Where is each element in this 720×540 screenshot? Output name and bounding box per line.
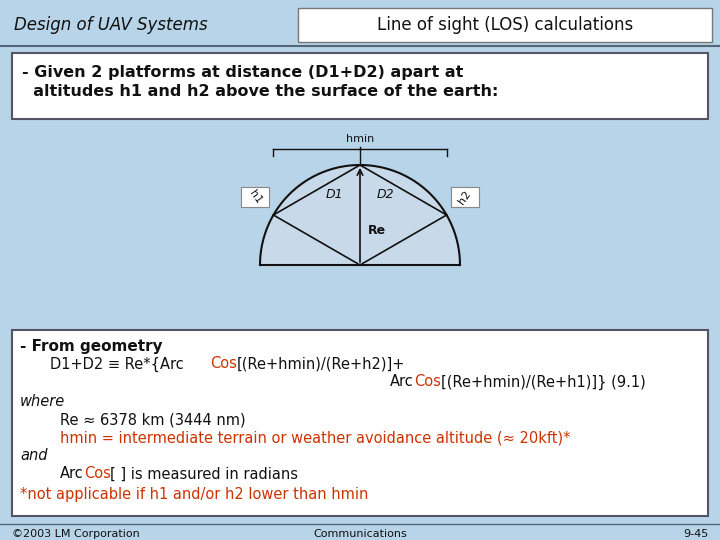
Text: Line of sight (LOS) calculations: Line of sight (LOS) calculations xyxy=(377,16,633,34)
Text: altitudes h1 and h2 above the surface of the earth:: altitudes h1 and h2 above the surface of… xyxy=(22,84,498,99)
Text: - Given 2 platforms at distance (D1+D2) apart at: - Given 2 platforms at distance (D1+D2) … xyxy=(22,64,464,79)
Text: ©2003 LM Corporation: ©2003 LM Corporation xyxy=(12,529,140,539)
Text: h2: h2 xyxy=(456,188,473,206)
Text: Design of UAV Systems: Design of UAV Systems xyxy=(14,16,207,34)
Text: 9-45: 9-45 xyxy=(683,529,708,539)
Text: Cos: Cos xyxy=(414,375,441,389)
Text: [(Re+hmin)/(Re+h1)]} (9.1): [(Re+hmin)/(Re+h1)]} (9.1) xyxy=(441,374,646,389)
Text: where: where xyxy=(20,395,66,409)
Text: hmin: hmin xyxy=(346,134,374,144)
Bar xyxy=(12,330,708,516)
Text: hmin = intermediate terrain or weather avoidance altitude (≈ 20kft)*: hmin = intermediate terrain or weather a… xyxy=(60,430,570,445)
Text: Cos: Cos xyxy=(210,356,237,372)
Bar xyxy=(298,8,712,42)
Bar xyxy=(241,187,269,207)
Text: Communications: Communications xyxy=(313,529,407,539)
Bar xyxy=(451,187,479,207)
Text: [ ] is measured in radians: [ ] is measured in radians xyxy=(110,467,298,482)
Text: *not applicable if h1 and/or h2 lower than hmin: *not applicable if h1 and/or h2 lower th… xyxy=(20,487,369,502)
Text: D2: D2 xyxy=(377,188,394,201)
Text: - From geometry: - From geometry xyxy=(20,339,163,354)
Text: Re ≈ 6378 km (3444 nm): Re ≈ 6378 km (3444 nm) xyxy=(60,413,246,428)
Text: Cos: Cos xyxy=(84,467,111,482)
Text: [(Re+hmin)/(Re+h2)]+: [(Re+hmin)/(Re+h2)]+ xyxy=(237,356,405,372)
Text: Arc: Arc xyxy=(390,375,414,389)
Text: D1+D2 ≡ Re*{Arc: D1+D2 ≡ Re*{Arc xyxy=(50,356,184,372)
Text: D1: D1 xyxy=(326,188,343,201)
Bar xyxy=(12,53,708,119)
Text: Re: Re xyxy=(368,224,386,237)
Text: Arc: Arc xyxy=(60,467,84,482)
Text: h1: h1 xyxy=(247,188,264,206)
Text: and: and xyxy=(20,449,48,463)
